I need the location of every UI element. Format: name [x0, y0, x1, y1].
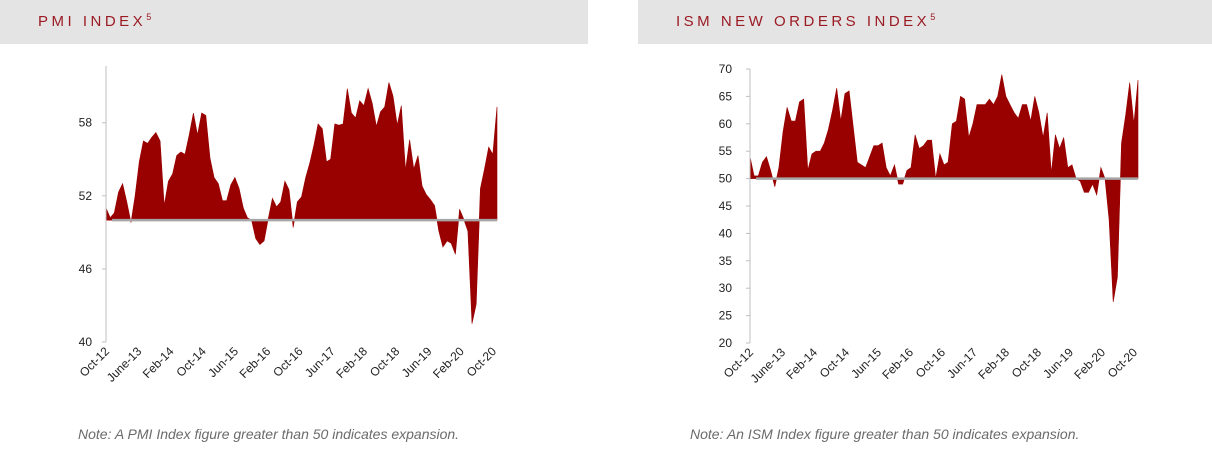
ism-y-tick-label: 55 — [719, 144, 733, 158]
ism-chart: 2025303540455055606570Oct-12June-13Feb-1… — [719, 62, 1141, 386]
ism-y-tick-label: 25 — [719, 309, 733, 323]
pmi-chart: 40465258Oct-12June-13Feb-14Oct-14Jun-15F… — [77, 66, 500, 385]
ism-x-tick-label: Feb-20 — [1071, 345, 1108, 382]
ism-title: ISM NEW ORDERS INDEX5 — [676, 12, 936, 30]
ism-y-tick-label: 40 — [719, 226, 733, 240]
pmi-note: Note: A PMI Index figure greater than 50… — [78, 426, 460, 442]
ism-y-tick-label: 45 — [719, 199, 733, 213]
pmi-panel: PMI INDEX5 40 46 52 58 Oct-12 June-13 Feb-14 Oc… — [0, 0, 588, 455]
ism-x-tick-label: Oct-20 — [1105, 345, 1141, 381]
pmi-x-tick-label: Oct-20 — [464, 344, 500, 380]
ism-y-tick-label: 60 — [719, 117, 733, 131]
pmi-x-tick-label: Jun-15 — [205, 344, 241, 380]
pmi-y-tick-label: 40 — [79, 335, 93, 349]
ism-area — [749, 74, 1139, 302]
ism-x-tick-label: Oct-14 — [817, 345, 853, 381]
pmi-x-tick-label: Jun-17 — [302, 344, 338, 380]
ism-x-tick-label: Feb-16 — [879, 345, 916, 382]
ism-y-tick-label: 50 — [719, 172, 733, 186]
pmi-x-tick-label: June-13 — [104, 344, 145, 385]
pmi-header: PMI INDEX5 — [0, 0, 588, 44]
pmi-y-tick-label: 52 — [79, 189, 93, 203]
pmi-title-superscript: 5 — [146, 12, 152, 22]
ism-x-tick-label: Oct-16 — [913, 345, 949, 381]
ism-panel: ISM NEW ORDERS INDEX5 20 25 30 35 40 45 50 55 60… — [638, 0, 1212, 455]
ism-x-tick-label: Oct-18 — [1009, 345, 1045, 381]
ism-header: ISM NEW ORDERS INDEX5 — [638, 0, 1212, 44]
pmi-x-tick-label: Feb-20 — [430, 344, 467, 381]
pmi-x-tick-label: Oct-18 — [367, 344, 403, 380]
pmi-x-tick-label: Oct-16 — [270, 344, 306, 380]
ism-y-tick-label: 65 — [719, 89, 733, 103]
pmi-x-tick-label: Feb-18 — [333, 344, 370, 381]
pmi-x-tick-label: Oct-14 — [174, 344, 210, 380]
ism-x-tick-label: Feb-14 — [783, 345, 820, 382]
ism-x-tick-label: Jun-17 — [944, 345, 980, 381]
ism-x-tick-label: Jun-19 — [1040, 345, 1076, 381]
ism-y-tick-label: 20 — [719, 336, 733, 350]
pmi-x-tick-label: Feb-16 — [237, 344, 274, 381]
ism-note: Note: An ISM Index figure greater than 5… — [690, 426, 1080, 442]
ism-x-tick-label: Feb-18 — [975, 345, 1012, 382]
pmi-y-tick-label: 46 — [79, 262, 93, 276]
pmi-x-tick-label: Feb-14 — [140, 344, 177, 381]
ism-title-superscript: 5 — [930, 12, 936, 22]
ism-y-tick-label: 30 — [719, 281, 733, 295]
ism-x-tick-label: June-13 — [748, 345, 789, 386]
ism-y-tick-label: 70 — [719, 62, 733, 76]
pmi-area — [105, 82, 498, 324]
ism-x-tick-label: Jun-15 — [848, 345, 884, 381]
pmi-y-tick-label: 58 — [79, 116, 93, 130]
pmi-title: PMI INDEX5 — [38, 12, 152, 30]
pmi-x-tick-label: Jun-19 — [399, 344, 435, 380]
ism-y-tick-label: 35 — [719, 254, 733, 268]
